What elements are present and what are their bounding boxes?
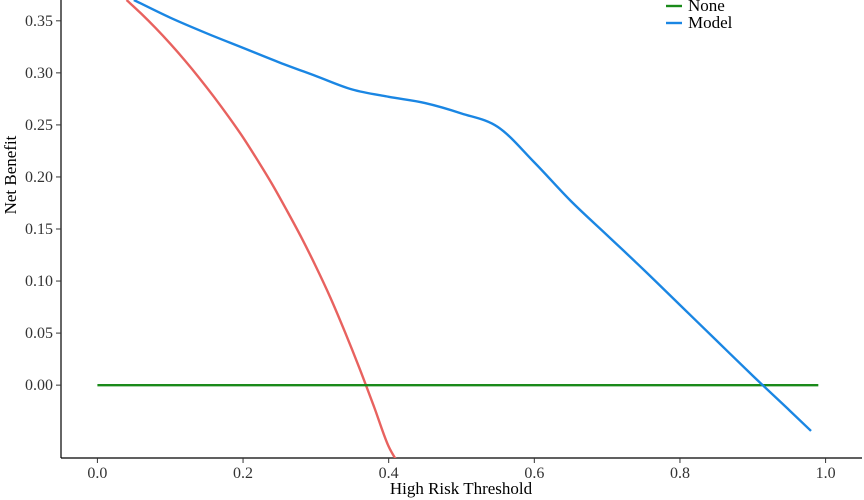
x-tick-label: 0.6: [524, 465, 544, 482]
x-tick-label: 0.0: [87, 465, 107, 482]
y-tick-label: 0.00: [25, 377, 53, 394]
x-axis-title: High Risk Threshold: [390, 479, 533, 498]
y-axis-title: Net Benefit: [1, 135, 20, 214]
series-line-all: [125, 0, 397, 458]
y-tick-label: 0.10: [25, 273, 53, 290]
y-axis: 0.00 0.05 0.10 0.15 0.20 0.25 0.30 0.35: [25, 0, 62, 458]
y-tick-label: 0.35: [25, 13, 53, 30]
y-tick-label: 0.15: [25, 221, 53, 238]
x-tick-label: 1.0: [816, 465, 836, 482]
series-layer: [97, 0, 819, 458]
y-tick-label: 0.25: [25, 117, 53, 134]
legend-label-none: None: [688, 0, 725, 15]
y-tick-label: 0.20: [25, 169, 53, 186]
legend-label-model: Model: [688, 13, 733, 32]
x-tick-label: 0.4: [379, 465, 399, 482]
y-tick-label: 0.05: [25, 325, 53, 342]
y-tick-label: 0.30: [25, 65, 53, 82]
series-line-model: [133, 0, 812, 432]
x-tick-label: 0.2: [233, 465, 253, 482]
x-tick-label: 0.8: [670, 465, 690, 482]
x-axis: 0.0 0.2 0.4 0.6 0.8 1.0: [61, 457, 862, 482]
